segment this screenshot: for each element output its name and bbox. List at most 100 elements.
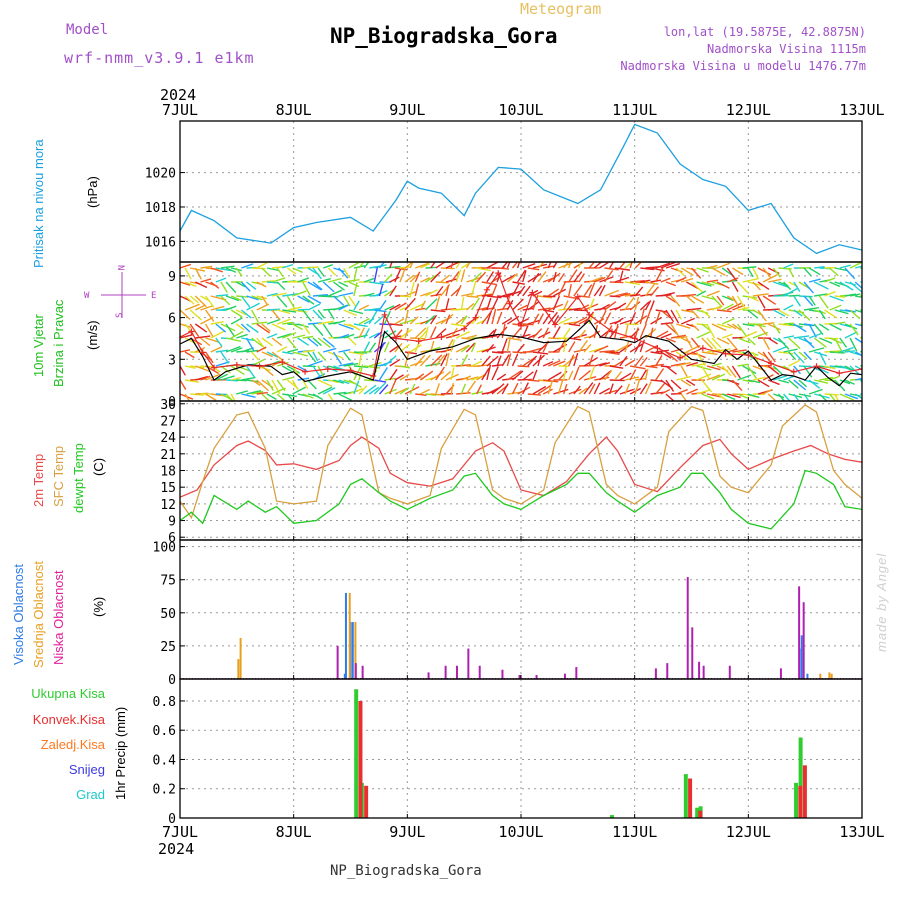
wind-barb	[701, 323, 711, 331]
wind-barb	[205, 351, 214, 364]
wind-barb	[256, 295, 268, 300]
wind-barb	[287, 365, 301, 374]
wind-barb	[855, 295, 862, 298]
wind-barb	[737, 374, 751, 381]
wind-barb	[716, 323, 732, 329]
wind-barb	[511, 298, 524, 311]
wind-barb	[706, 374, 720, 381]
wind-barb	[266, 318, 281, 325]
wind-barb	[726, 323, 737, 330]
wind-barb	[665, 379, 675, 392]
wind-barb	[363, 341, 371, 353]
wind-barb	[701, 295, 717, 301]
wind-barb	[634, 355, 644, 367]
wind-barb	[854, 337, 862, 344]
wind-barb	[690, 337, 700, 349]
panel-precip: 0 0.2 0.4 0.6 0.8	[153, 678, 863, 827]
wind-barb	[189, 323, 200, 338]
wind-barb	[568, 337, 582, 341]
wind-barb	[465, 380, 477, 395]
wind-barb	[460, 344, 470, 353]
bar-niska-oblacnost	[698, 661, 701, 679]
ytick-label: 18	[160, 465, 176, 480]
wind-barb	[461, 375, 472, 381]
wind-barb	[681, 293, 697, 297]
wind-barb	[747, 393, 760, 399]
ytick-label: 6	[168, 312, 176, 327]
ytick-label: 24	[160, 431, 176, 446]
wind-barb	[374, 379, 387, 383]
wind-barb	[195, 281, 208, 289]
wind-barb	[205, 295, 215, 308]
wind-barb	[675, 388, 688, 395]
pressure-unit: (hPa)	[85, 176, 100, 208]
wind-barb	[358, 327, 366, 339]
ytick-label: 21	[160, 448, 176, 463]
bar-ukupna-kisa	[609, 815, 614, 818]
wind-barb	[261, 267, 271, 277]
wind-barb	[297, 295, 310, 303]
ytick-label: 30	[160, 398, 176, 413]
wind-barb	[793, 393, 800, 401]
wind-barb	[353, 282, 358, 297]
wind-barb	[742, 266, 757, 269]
wind-barb	[593, 285, 603, 297]
wind-barb	[573, 316, 588, 325]
wind-barb	[819, 376, 833, 381]
wind-barb	[245, 337, 255, 352]
wind-barb	[563, 262, 570, 269]
gust-marker	[415, 338, 422, 345]
wind-barb	[338, 333, 350, 339]
wind-barb	[640, 267, 654, 271]
wind-barb	[716, 337, 730, 345]
wind-barb	[634, 341, 642, 353]
wind-barb	[465, 342, 476, 353]
bar-srednja-oblacnost	[830, 673, 833, 679]
wind-barb	[461, 337, 474, 341]
wind-barb	[435, 366, 446, 381]
wind-barb	[573, 284, 583, 297]
wind-barb	[410, 337, 426, 340]
ytick-label: 12	[160, 498, 176, 513]
wind-barb	[747, 309, 759, 319]
wind-barb	[527, 347, 544, 353]
bar-niska-oblacnost	[654, 668, 657, 679]
wind-barb	[322, 387, 336, 395]
wind-barb	[793, 365, 802, 375]
bar-konvek-kisa	[698, 810, 703, 818]
cloud-unit: (%)	[91, 597, 106, 617]
wind-barb	[506, 353, 512, 367]
wind-barb	[527, 355, 538, 367]
wind-barb	[614, 292, 628, 297]
wind-barb	[194, 323, 208, 333]
bar-konvek-kisa	[798, 785, 803, 818]
wind-barb	[803, 267, 812, 277]
gust-marker	[790, 368, 797, 375]
wind-barb	[466, 334, 477, 339]
wind-barb	[711, 267, 726, 277]
wind-barb	[727, 393, 741, 399]
temp-label-1: 2m Temp	[31, 454, 46, 507]
wind-barb	[598, 284, 606, 297]
legend-snijeg: Snijeg	[69, 762, 105, 777]
ytick-label: 1016	[145, 235, 176, 250]
wind-barb	[215, 373, 228, 381]
wind-barb	[670, 334, 686, 339]
wind-barb	[323, 295, 339, 298]
wind-barb	[210, 267, 223, 273]
wind-barb	[511, 353, 519, 367]
wind-barb	[501, 323, 506, 339]
wind-barb	[593, 262, 603, 269]
precip-unit: 1hr Precip (mm)	[113, 707, 128, 800]
wind-barb	[517, 304, 528, 311]
wind-barb	[583, 284, 593, 297]
wind-barb	[757, 295, 766, 309]
wind-barb	[256, 346, 267, 353]
wind-barb	[205, 309, 215, 322]
wind-barb	[317, 267, 325, 277]
series-line-2m-temp	[180, 436, 862, 498]
compass-n: N	[115, 265, 125, 270]
wind-barb	[496, 355, 502, 367]
wind-barb	[568, 283, 572, 297]
wind-barb	[215, 277, 227, 283]
